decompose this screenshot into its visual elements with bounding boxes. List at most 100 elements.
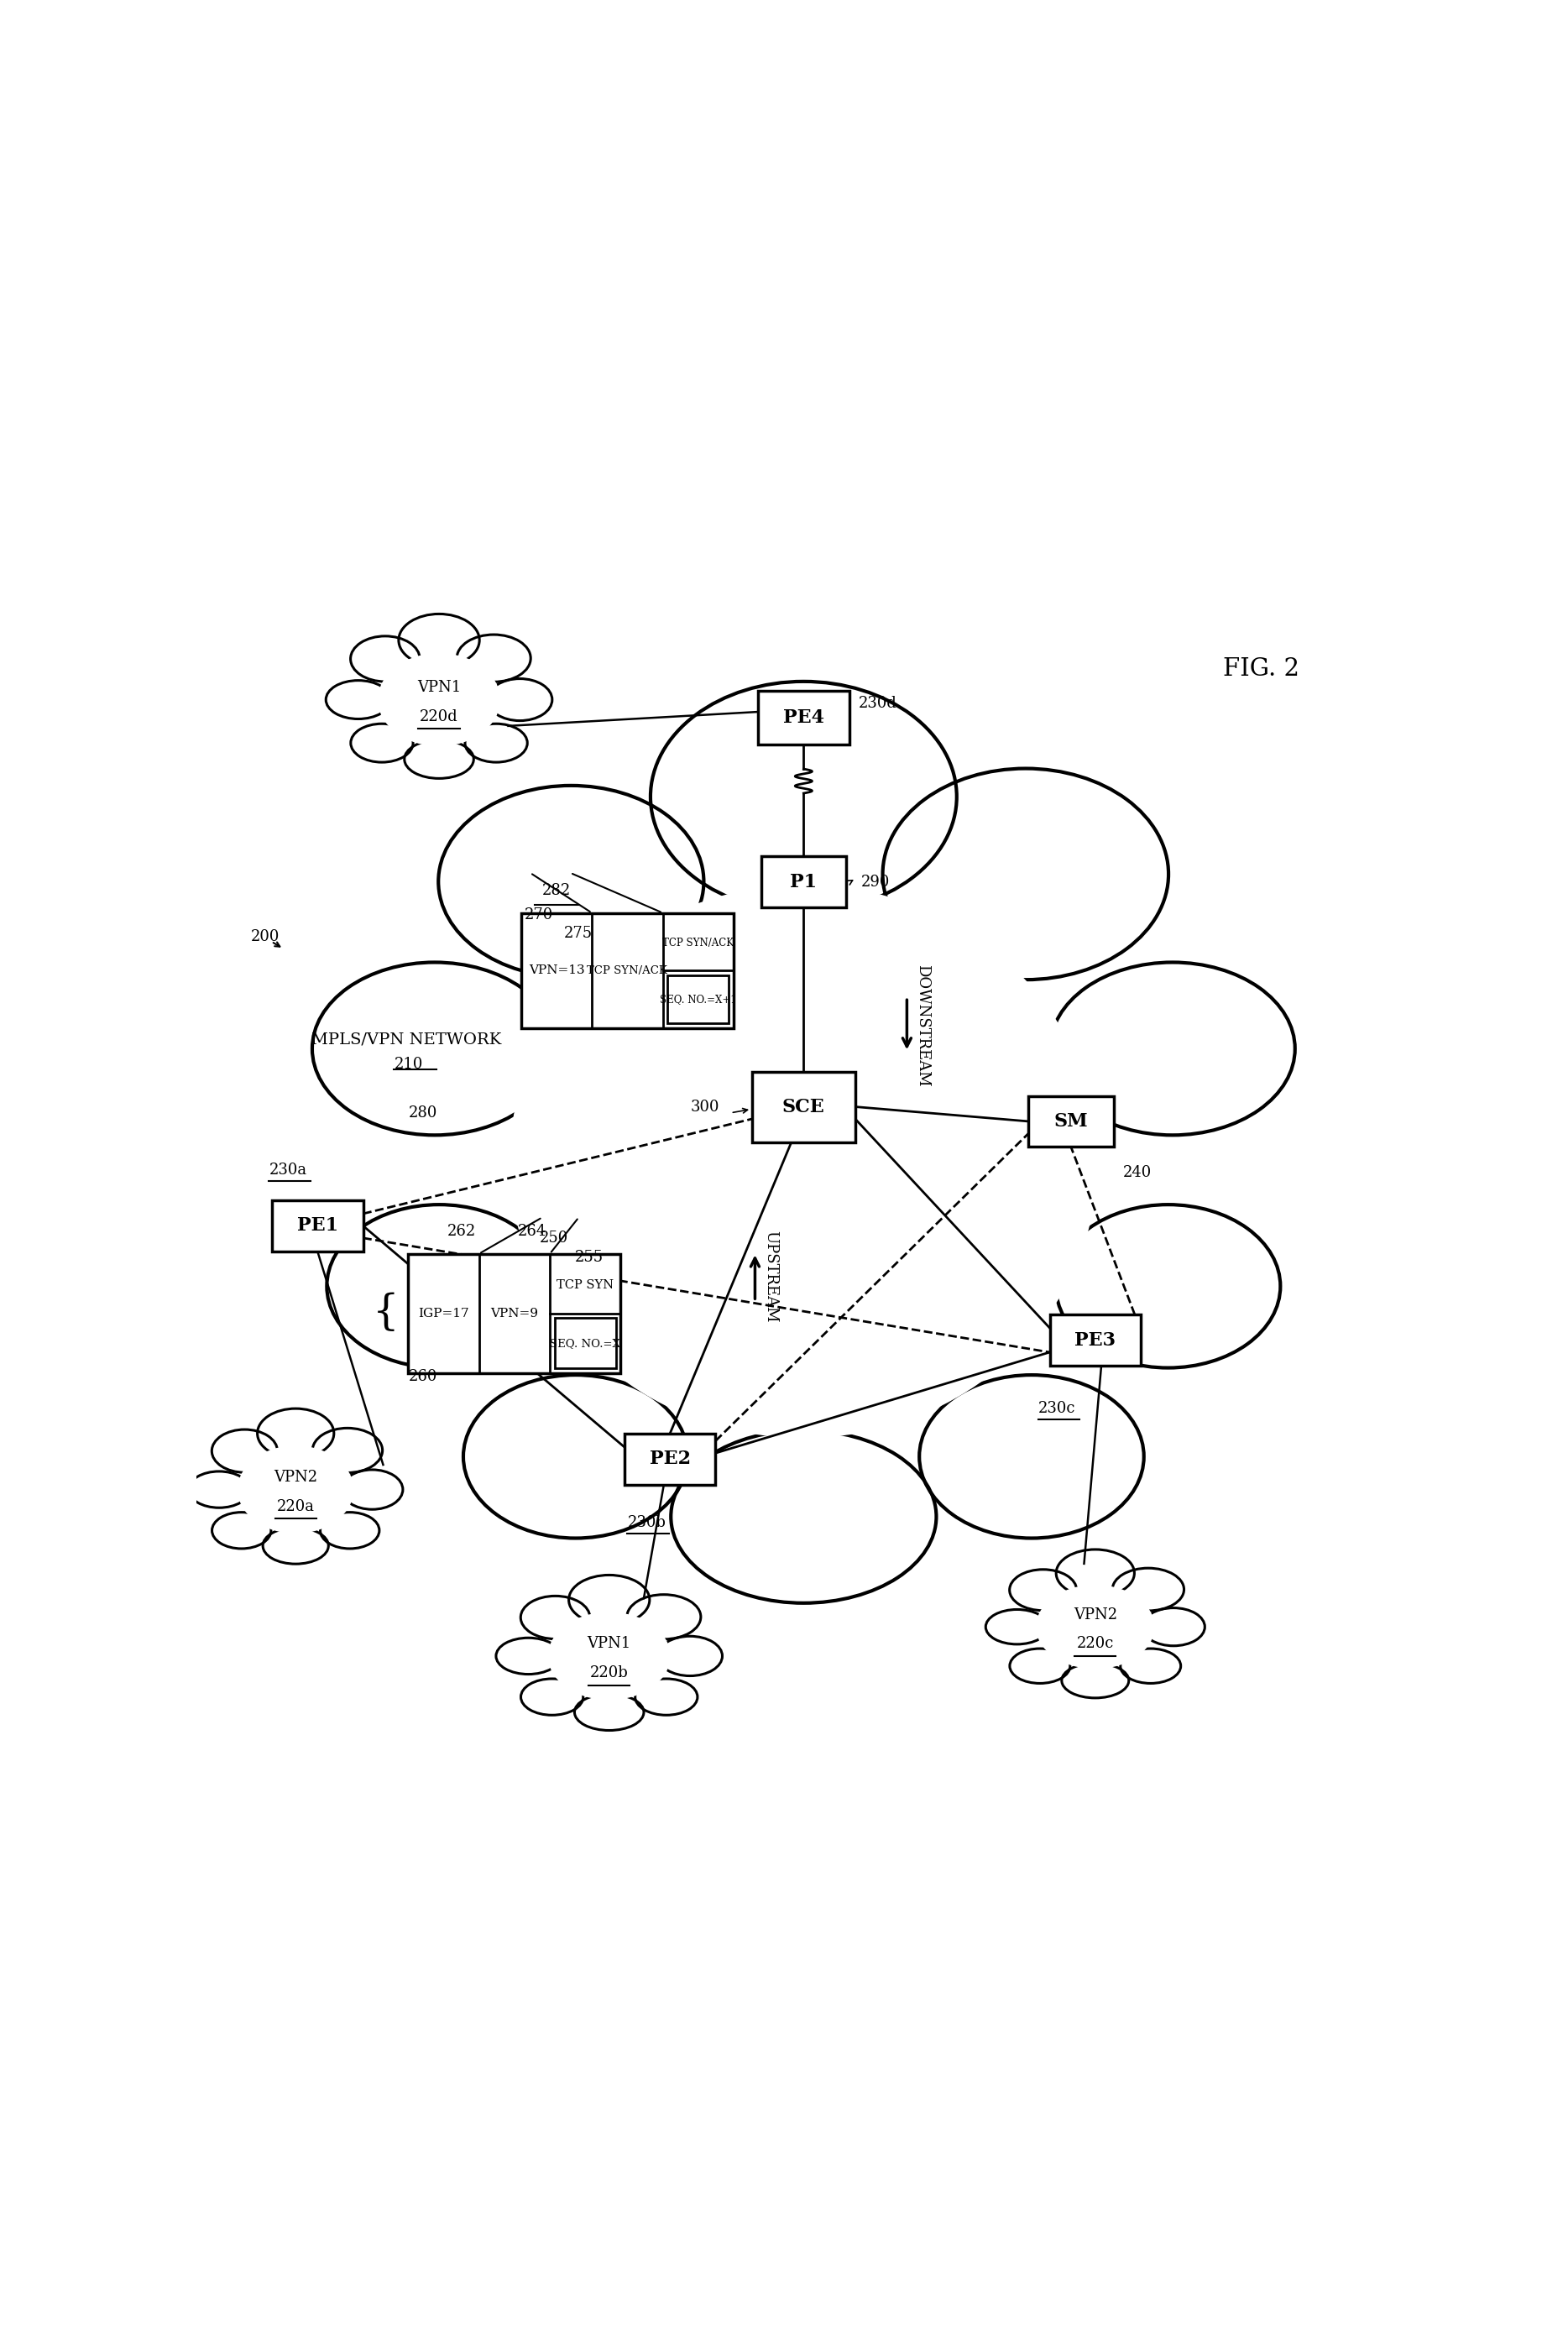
Ellipse shape: [521, 1595, 590, 1640]
Ellipse shape: [574, 1694, 644, 1731]
Text: 262: 262: [447, 1224, 475, 1238]
Ellipse shape: [1112, 1567, 1184, 1612]
Ellipse shape: [326, 680, 390, 719]
Ellipse shape: [539, 1607, 679, 1705]
Ellipse shape: [569, 1574, 649, 1624]
Text: 240: 240: [1123, 1166, 1152, 1180]
Ellipse shape: [1029, 1579, 1162, 1675]
Bar: [555, 1318, 616, 1369]
Text: 282: 282: [543, 883, 571, 899]
Text: MPLS/VPN NETWORK: MPLS/VPN NETWORK: [312, 1033, 502, 1047]
Ellipse shape: [1010, 1570, 1077, 1610]
Ellipse shape: [188, 1472, 249, 1507]
Text: 230c: 230c: [1038, 1402, 1076, 1416]
Text: P1: P1: [790, 874, 817, 892]
Ellipse shape: [1121, 1649, 1181, 1684]
Text: 260: 260: [409, 1369, 437, 1385]
Ellipse shape: [1051, 962, 1295, 1135]
Ellipse shape: [627, 1595, 701, 1640]
Ellipse shape: [986, 1610, 1049, 1645]
Text: 250: 250: [539, 1231, 569, 1245]
Text: VPN=9: VPN=9: [491, 1308, 538, 1320]
Bar: [408, 1254, 621, 1374]
Ellipse shape: [351, 635, 420, 682]
Text: 230d: 230d: [858, 696, 897, 710]
Ellipse shape: [919, 1376, 1145, 1537]
Ellipse shape: [1010, 1649, 1069, 1684]
Text: 275: 275: [564, 925, 593, 941]
Bar: [624, 1434, 715, 1486]
Text: 264: 264: [517, 1224, 547, 1238]
Text: TCP SYN/ACK: TCP SYN/ACK: [586, 965, 668, 976]
Text: FIG. 2: FIG. 2: [1223, 656, 1300, 682]
Text: 200: 200: [251, 930, 279, 944]
Text: SM: SM: [1054, 1112, 1088, 1131]
Text: 220d: 220d: [420, 710, 458, 724]
Bar: [753, 1072, 855, 1142]
Text: 300: 300: [690, 1100, 720, 1114]
Text: IGP=17: IGP=17: [419, 1308, 469, 1320]
Bar: [757, 691, 850, 745]
Text: TCP SYN: TCP SYN: [557, 1278, 613, 1292]
Ellipse shape: [398, 614, 480, 666]
Text: TCP SYN/ACK: TCP SYN/ACK: [663, 937, 734, 948]
Ellipse shape: [370, 647, 508, 752]
Text: 255: 255: [575, 1250, 604, 1266]
Text: VPN1: VPN1: [588, 1635, 630, 1652]
Ellipse shape: [405, 741, 474, 778]
Ellipse shape: [312, 1427, 383, 1472]
Text: VPN2: VPN2: [274, 1469, 318, 1486]
Text: 290: 290: [861, 874, 889, 890]
Text: PE3: PE3: [1074, 1332, 1116, 1350]
Ellipse shape: [230, 1439, 361, 1539]
Ellipse shape: [1055, 1205, 1281, 1369]
Ellipse shape: [342, 1469, 403, 1509]
Ellipse shape: [351, 724, 412, 762]
Text: VPN=13: VPN=13: [528, 965, 585, 976]
Ellipse shape: [212, 1511, 271, 1549]
Bar: [271, 1201, 364, 1252]
Ellipse shape: [466, 724, 527, 762]
Bar: [668, 976, 729, 1023]
Ellipse shape: [1057, 1549, 1134, 1598]
Text: SEQ. NO.=X+1: SEQ. NO.=X+1: [660, 995, 737, 1004]
Ellipse shape: [635, 1680, 698, 1715]
Text: 220c: 220c: [1077, 1635, 1113, 1652]
Bar: [521, 913, 734, 1028]
Ellipse shape: [521, 1680, 583, 1715]
Ellipse shape: [1142, 1607, 1204, 1647]
Text: SEQ. NO.=X: SEQ. NO.=X: [550, 1339, 621, 1348]
Text: 280: 280: [409, 1105, 437, 1121]
Ellipse shape: [495, 1638, 561, 1675]
Text: DOWNSTREAM: DOWNSTREAM: [916, 965, 930, 1086]
Ellipse shape: [320, 1511, 379, 1549]
Ellipse shape: [257, 1409, 334, 1458]
Bar: [1029, 1096, 1113, 1147]
Bar: [760, 857, 847, 906]
Ellipse shape: [657, 1635, 723, 1675]
Ellipse shape: [326, 1205, 552, 1369]
Ellipse shape: [671, 1430, 936, 1602]
Ellipse shape: [510, 885, 1098, 1437]
Text: VPN1: VPN1: [417, 680, 461, 696]
Ellipse shape: [1062, 1663, 1129, 1698]
Text: 220a: 220a: [278, 1500, 315, 1514]
Text: 220b: 220b: [590, 1666, 629, 1680]
Ellipse shape: [549, 1612, 670, 1698]
Ellipse shape: [439, 785, 704, 976]
Text: 210: 210: [394, 1056, 423, 1072]
Ellipse shape: [378, 654, 500, 745]
Text: VPN2: VPN2: [1074, 1607, 1116, 1621]
Ellipse shape: [312, 962, 557, 1135]
Ellipse shape: [488, 680, 552, 722]
Ellipse shape: [463, 1376, 688, 1537]
Text: 230a: 230a: [270, 1163, 307, 1177]
Text: 230b: 230b: [627, 1514, 666, 1530]
Ellipse shape: [263, 1528, 328, 1563]
Ellipse shape: [1036, 1586, 1154, 1668]
Text: 270: 270: [524, 906, 554, 923]
Ellipse shape: [212, 1430, 278, 1472]
Bar: [1049, 1315, 1142, 1367]
Text: SCE: SCE: [782, 1098, 825, 1117]
Text: UPSTREAM: UPSTREAM: [764, 1231, 779, 1322]
